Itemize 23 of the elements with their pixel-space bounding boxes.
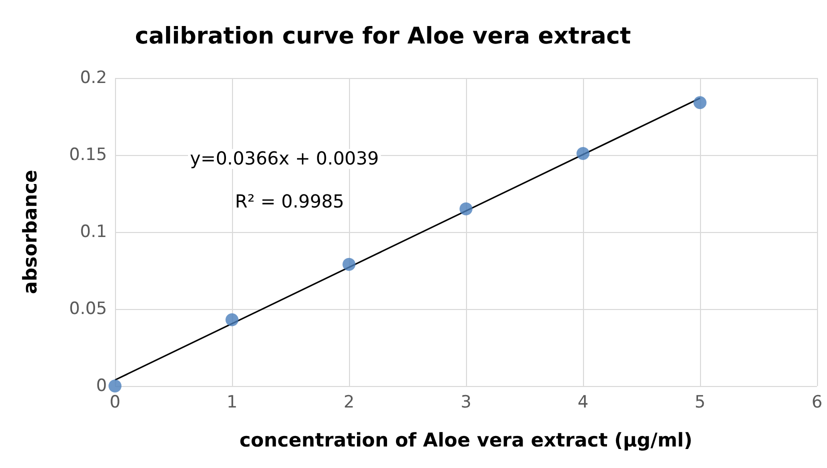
x-tick-label: 1	[226, 392, 238, 412]
y-tick-label: 0.05	[69, 299, 107, 319]
annotation: R² = 0.9985	[235, 192, 344, 212]
x-tick-label: 3	[460, 392, 472, 412]
y-tick-label: 0.15	[69, 145, 107, 165]
chart-title: calibration curve for Aloe vera extract	[135, 24, 631, 50]
point	[226, 313, 238, 326]
y-tick-label: 0.2	[80, 68, 107, 88]
y-tick-label: 0.1	[80, 222, 107, 242]
x-tick-label: 2	[344, 392, 354, 412]
point	[108, 380, 122, 392]
y-tick-label: 0	[96, 376, 107, 396]
point	[694, 96, 706, 110]
y-axis-title: absorbance	[20, 170, 42, 294]
point	[576, 146, 590, 160]
x-tick-label: 6	[812, 392, 822, 412]
x-axis-title: concentration of Aloe vera extract (µg/ml)	[240, 430, 692, 452]
x-tick-label: 4	[578, 392, 588, 412]
annotation: y=0.0366x + 0.0039	[190, 148, 379, 170]
point	[460, 202, 472, 216]
x-tick-label: 5	[694, 392, 706, 412]
x-tick-label: 0	[110, 392, 120, 412]
point	[342, 258, 356, 271]
